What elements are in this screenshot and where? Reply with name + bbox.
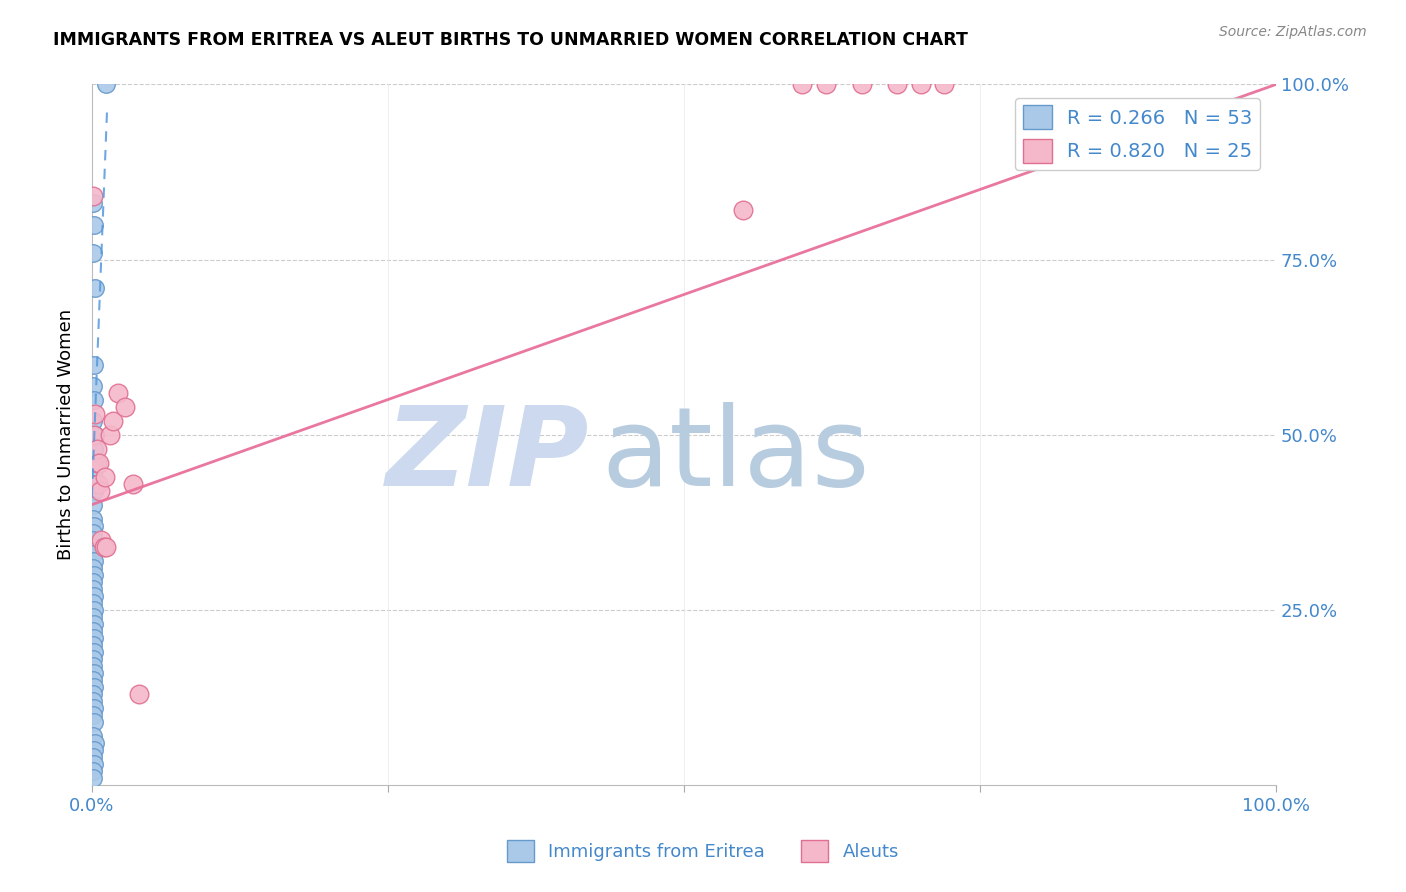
Point	[82, 525, 104, 540]
Point	[84, 407, 107, 421]
Point	[86, 456, 108, 470]
Point	[82, 651, 104, 665]
Point	[82, 533, 104, 547]
Point	[83, 680, 105, 694]
Point	[82, 196, 104, 211]
Point	[82, 498, 104, 512]
Point	[82, 609, 104, 624]
Point	[83, 645, 105, 659]
Point	[82, 456, 104, 470]
Point	[851, 78, 873, 92]
Point	[83, 518, 105, 533]
Point	[122, 476, 145, 491]
Point	[83, 427, 105, 442]
Point	[82, 658, 104, 673]
Point	[82, 378, 104, 392]
Point	[82, 245, 104, 260]
Point	[107, 385, 129, 400]
Point	[82, 707, 104, 722]
Point	[82, 771, 104, 785]
Point	[83, 554, 105, 568]
Point	[114, 400, 136, 414]
Text: atlas: atlas	[600, 402, 869, 509]
Point	[82, 189, 104, 203]
Point	[82, 638, 104, 652]
Text: Source: ZipAtlas.com: Source: ZipAtlas.com	[1219, 25, 1367, 39]
Point	[84, 736, 107, 750]
Point	[83, 665, 105, 680]
Point	[94, 540, 117, 554]
Point	[83, 392, 105, 407]
Legend: R = 0.266   N = 53, R = 0.820   N = 25: R = 0.266 N = 53, R = 0.820 N = 25	[1015, 97, 1260, 170]
Legend: Immigrants from Eritrea, Aleuts: Immigrants from Eritrea, Aleuts	[499, 833, 907, 870]
Text: IMMIGRANTS FROM ERITREA VS ALEUT BIRTHS TO UNMARRIED WOMEN CORRELATION CHART: IMMIGRANTS FROM ERITREA VS ALEUT BIRTHS …	[53, 31, 969, 49]
Point	[814, 78, 837, 92]
Point	[82, 414, 104, 428]
Point	[94, 469, 117, 483]
Point	[82, 547, 104, 561]
Text: ZIP: ZIP	[385, 402, 589, 509]
Point	[83, 700, 105, 714]
Point	[82, 511, 104, 525]
Point	[83, 483, 105, 498]
Point	[82, 582, 104, 596]
Point	[87, 476, 110, 491]
Point	[83, 631, 105, 645]
Point	[82, 673, 104, 687]
Point	[82, 624, 104, 638]
Point	[128, 687, 150, 701]
Point	[82, 749, 104, 764]
Point	[83, 218, 105, 232]
Point	[83, 756, 105, 771]
Point	[83, 602, 105, 616]
Point	[83, 616, 105, 631]
Point	[82, 574, 104, 589]
Point	[101, 414, 124, 428]
Point	[84, 427, 107, 442]
Point	[83, 743, 105, 757]
Point	[83, 589, 105, 603]
Point	[94, 78, 117, 92]
Point	[90, 533, 112, 547]
Point	[82, 476, 104, 491]
Point	[83, 540, 105, 554]
Y-axis label: Births to Unmarried Women: Births to Unmarried Women	[58, 309, 75, 560]
Point	[82, 596, 104, 610]
Point	[89, 483, 111, 498]
Point	[84, 280, 107, 294]
Point	[83, 358, 105, 372]
Point	[910, 78, 932, 92]
Point	[98, 427, 121, 442]
Point	[86, 442, 108, 456]
Point	[82, 560, 104, 574]
Point	[87, 456, 110, 470]
Point	[82, 764, 104, 778]
Point	[83, 567, 105, 582]
Point	[792, 78, 814, 92]
Point	[82, 694, 104, 708]
Point	[93, 540, 115, 554]
Point	[733, 203, 755, 218]
Point	[83, 714, 105, 729]
Point	[83, 462, 105, 476]
Point	[82, 687, 104, 701]
Point	[934, 78, 956, 92]
Point	[83, 442, 105, 456]
Point	[82, 729, 104, 743]
Point	[886, 78, 908, 92]
